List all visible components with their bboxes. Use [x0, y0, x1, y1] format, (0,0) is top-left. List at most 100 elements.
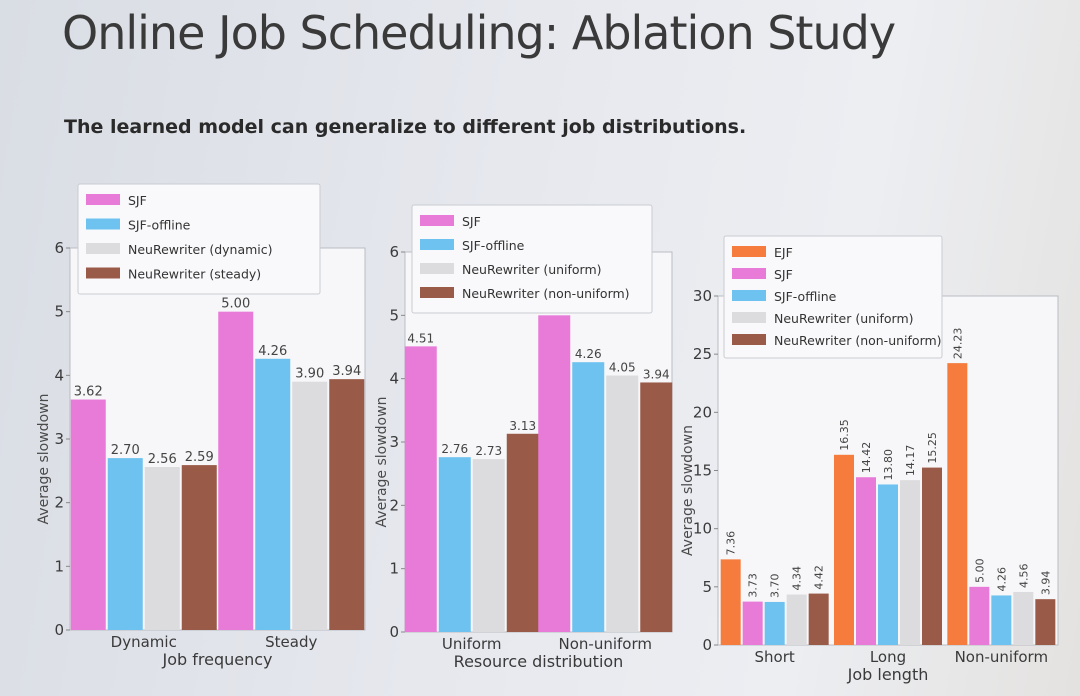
legend-label: NeuRewriter (non-uniform) [462, 286, 630, 301]
legend-label: SJF-offline [128, 218, 191, 233]
y-tick-label: 0 [702, 636, 712, 654]
y-tick-label: 4 [54, 366, 64, 384]
legend-label: NeuRewriter (uniform) [774, 311, 914, 326]
bar [70, 399, 106, 630]
bar [438, 457, 471, 632]
bar [742, 601, 763, 645]
bar [538, 315, 571, 632]
y-tick-label: 20 [693, 403, 712, 421]
data-label: 13.80 [882, 449, 895, 481]
legend: SJF SJF-offline NeuRewriter (dynamic) NeuRe… [77, 183, 321, 295]
legend-label: NeuRewriter (uniform) [462, 262, 602, 277]
data-label: 3.94 [332, 364, 361, 379]
data-label: 2.59 [185, 450, 214, 465]
y-tick-label: 6 [54, 239, 64, 257]
legend-swatch [732, 246, 766, 257]
chart-1: 0 1 2 3 4 5 6 Average slowdown 3.62 2.70 2.56 2.59 D… [36, 183, 366, 669]
data-label: 3.62 [74, 385, 103, 400]
bar [856, 477, 876, 645]
y-tick-label: 2 [54, 494, 64, 512]
x-axis-label: Resource distribution [454, 652, 624, 671]
y-tick-label: 15 [693, 462, 712, 480]
legend-swatch [732, 334, 766, 345]
data-label: 4.51 [407, 331, 434, 345]
data-label: 2.70 [111, 443, 140, 458]
data-label: 14.17 [904, 445, 917, 477]
bar [991, 595, 1012, 645]
data-label: 4.56 [1017, 563, 1030, 588]
data-label: 2.76 [441, 442, 468, 456]
legend-label: NeuRewriter (dynamic) [128, 242, 273, 257]
legend-swatch [86, 243, 120, 254]
x-tick-label: Dynamic [111, 633, 177, 651]
data-label: 16.35 [838, 419, 851, 451]
data-label: 2.56 [148, 452, 177, 467]
y-tick-label: 0 [54, 621, 64, 639]
data-label: 3.13 [509, 419, 536, 433]
y-tick-label: 3 [54, 430, 64, 448]
legend-frame [723, 235, 943, 359]
bar [329, 379, 365, 630]
data-label: 4.34 [791, 566, 804, 591]
y-tick-label: 5 [54, 303, 64, 321]
data-label: 3.94 [1039, 571, 1052, 596]
chart-2: 0 1 2 3 4 5 6 Average slowdown 4.51 2.76 2.73 3.13 U… [374, 204, 673, 671]
bar [922, 467, 942, 645]
data-label: 2.73 [475, 444, 502, 458]
y-tick-label: 3 [389, 433, 399, 451]
data-label: 3.70 [769, 573, 782, 598]
legend-swatch [86, 194, 120, 205]
bar [969, 586, 990, 645]
data-label: 15.25 [926, 432, 939, 464]
data-label: 4.26 [575, 347, 602, 361]
y-tick-label: 5 [702, 578, 712, 596]
legend: EJF SJF SJF-offline NeuRewriter (uniform) Ne… [723, 235, 943, 359]
bar [572, 362, 605, 632]
y-tick-label: 4 [389, 370, 399, 388]
x-axis-label: Job frequency [162, 650, 273, 669]
data-label: 3.90 [295, 367, 324, 382]
x-tick-label: Non-uniform [955, 648, 1048, 666]
y-tick-label: 0 [389, 623, 399, 641]
bar [255, 358, 291, 630]
x-tick-label: Short [755, 648, 795, 666]
y-axis-label: Average slowdown [680, 425, 696, 556]
data-label: 4.26 [995, 567, 1008, 591]
legend-swatch [732, 268, 766, 279]
bar [720, 559, 741, 645]
x-tick-label: Steady [265, 633, 317, 651]
bar [181, 465, 217, 630]
bar [472, 459, 505, 632]
bar [1035, 599, 1056, 645]
y-tick-label: 30 [693, 287, 712, 305]
legend-swatch [420, 239, 454, 250]
y-tick-label: 6 [389, 243, 399, 261]
slide-subtitle: The learned model can generalize to diff… [64, 116, 747, 138]
bar [218, 311, 254, 630]
legend-label: SJF-offline [774, 289, 837, 304]
x-tick-label: Non-uniform [559, 635, 652, 653]
legend-swatch [420, 215, 454, 226]
legend-label: NeuRewriter (non-uniform) [774, 333, 942, 348]
bar [786, 594, 807, 645]
y-tick-label: 5 [389, 306, 399, 324]
legend-swatch [420, 287, 454, 298]
x-tick-label: Uniform [442, 635, 502, 653]
data-label: 3.94 [643, 367, 670, 381]
data-label: 5.00 [973, 558, 986, 583]
legend-swatch [732, 312, 766, 323]
y-axis-label: Average slowdown [374, 397, 390, 528]
bar [506, 433, 539, 632]
bar [144, 467, 180, 630]
legend-label: EJF [774, 245, 793, 260]
slide-title: Online Job Scheduling: Ablation Study [62, 6, 896, 60]
legend-frame [77, 183, 321, 295]
legend-swatch [420, 263, 454, 274]
data-label: 4.05 [609, 361, 636, 375]
legend: SJF SJF-offline NeuRewriter (uniform) NeuRe… [411, 204, 653, 314]
bar [107, 458, 143, 630]
legend-label: SJF [128, 193, 147, 208]
chart-3: 0 5 10 15 20 25 30 Average slowdown 7.36 3.73 3.70… [680, 235, 1059, 684]
bar [404, 346, 437, 632]
